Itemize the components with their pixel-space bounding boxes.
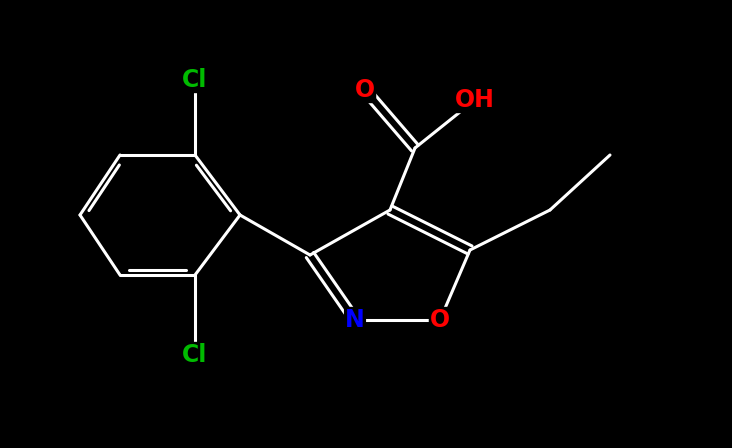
Text: O: O bbox=[430, 308, 450, 332]
Text: Cl: Cl bbox=[182, 68, 208, 92]
Text: O: O bbox=[355, 78, 375, 102]
Text: N: N bbox=[345, 308, 365, 332]
Text: Cl: Cl bbox=[182, 343, 208, 367]
Text: OH: OH bbox=[455, 88, 495, 112]
